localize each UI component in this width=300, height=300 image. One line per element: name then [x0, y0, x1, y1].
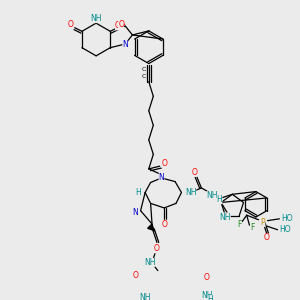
Text: O: O: [161, 220, 167, 229]
Text: NH: NH: [140, 293, 151, 300]
Text: O: O: [154, 244, 160, 253]
Text: N: N: [132, 208, 138, 217]
Text: NH: NH: [90, 14, 102, 23]
Text: H: H: [217, 195, 223, 204]
Text: O: O: [161, 159, 167, 168]
Text: C: C: [141, 68, 146, 72]
Text: NH: NH: [207, 191, 218, 200]
Text: H: H: [208, 295, 213, 300]
Text: N: N: [122, 40, 128, 49]
Text: O: O: [191, 168, 197, 177]
Text: N: N: [159, 173, 164, 182]
Text: O: O: [204, 273, 210, 282]
Text: H: H: [135, 188, 141, 197]
Text: O: O: [115, 21, 121, 30]
Text: NH: NH: [144, 258, 155, 267]
Text: NH: NH: [201, 291, 213, 300]
Text: NH: NH: [185, 188, 196, 197]
Text: C: C: [141, 74, 146, 79]
Text: P: P: [261, 218, 266, 227]
Text: O: O: [118, 20, 124, 29]
Text: F: F: [237, 220, 242, 229]
Text: HO: HO: [281, 214, 293, 223]
Text: O: O: [133, 271, 139, 280]
Text: NH: NH: [219, 212, 231, 221]
Text: HO: HO: [279, 225, 291, 234]
Text: O: O: [68, 20, 74, 29]
Text: F: F: [250, 224, 254, 232]
Text: O: O: [264, 233, 270, 242]
